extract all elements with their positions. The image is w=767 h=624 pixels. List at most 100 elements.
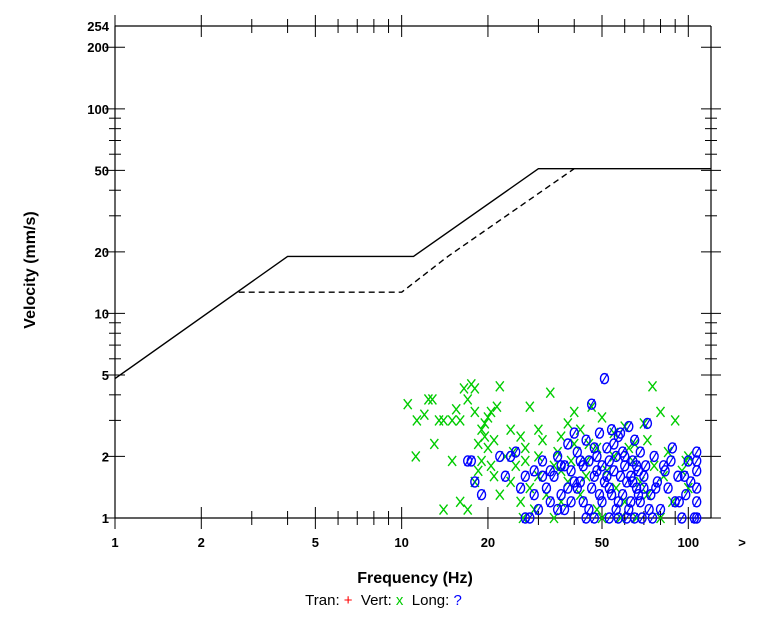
long-point-ring: [681, 488, 691, 501]
long-point-ring: [609, 465, 619, 477]
long-point: [660, 465, 670, 477]
long-point-slash: [664, 482, 672, 494]
long-point-ring: [578, 496, 588, 508]
vert-point-stroke: [438, 414, 449, 426]
long-point: [515, 482, 526, 494]
long-point: [566, 496, 576, 508]
long-point-slash: [595, 489, 604, 500]
vert-point-stroke: [533, 450, 543, 462]
vert-point-stroke: [518, 512, 528, 524]
long-point-ring: [569, 476, 579, 488]
vert-point: [518, 512, 528, 524]
long-point-ring: [575, 476, 586, 488]
long-point-ring: [646, 488, 656, 501]
long-point-slash: [538, 470, 547, 482]
vert-point: [470, 406, 480, 418]
long-point-slash: [652, 482, 660, 494]
long-point: [537, 455, 548, 467]
long-point-slash: [501, 470, 509, 482]
long-point-slash: [567, 496, 575, 508]
long-point-ring: [556, 460, 566, 472]
long-point-ring: [599, 476, 610, 488]
long-point: [545, 496, 555, 508]
long-point-ring: [692, 455, 702, 467]
long-point-ring: [652, 476, 663, 488]
long-point-slash: [693, 512, 701, 524]
long-point-ring: [604, 482, 614, 494]
vert-point: [525, 401, 535, 413]
long-point: [525, 512, 535, 524]
long-point-ring: [552, 450, 563, 463]
long-point-slash: [550, 470, 558, 482]
x-tick-label: 20: [481, 535, 495, 550]
long-point-slash: [605, 455, 613, 467]
x-tick-label: 100: [677, 535, 699, 550]
long-point-slash: [564, 482, 572, 494]
vert-point-stroke: [683, 482, 693, 494]
y-tick-label: 10: [95, 306, 109, 321]
long-point-ring: [529, 488, 539, 501]
long-point-ring: [651, 482, 661, 494]
long-point-slash: [542, 482, 550, 494]
vert-point: [495, 380, 505, 392]
long-point-ring: [673, 470, 683, 482]
long-point-ring: [615, 470, 626, 482]
long-point-slash: [633, 460, 641, 472]
long-point-slash: [682, 489, 690, 500]
vert-point: [525, 482, 535, 494]
long-point-slash: [675, 496, 683, 508]
long-point: [556, 488, 566, 501]
long-point-slash: [693, 496, 701, 508]
long-point-slash: [467, 455, 475, 467]
long-point-ring: [629, 434, 640, 446]
long-point-ring: [663, 482, 673, 494]
long-point-slash: [612, 451, 620, 462]
long-point: [592, 465, 602, 477]
long-point-slash: [674, 470, 682, 482]
long-point-slash: [478, 489, 486, 500]
long-point: [692, 446, 702, 458]
long-point-ring: [679, 470, 690, 482]
long-point-ring: [566, 465, 576, 477]
vert-point-stroke: [480, 431, 490, 443]
long-point-slash: [507, 451, 515, 462]
vert-point: [569, 406, 579, 418]
long-point-slash: [643, 418, 651, 429]
long-point-slash: [570, 476, 578, 488]
vert-point: [655, 406, 666, 418]
long-point-ring: [537, 470, 548, 482]
long-point: [624, 420, 634, 433]
vert-point: [477, 424, 487, 436]
long-point-slash: [650, 451, 658, 462]
long-point: [631, 460, 642, 472]
long-point-slash: [640, 482, 648, 494]
vert-point-stroke: [655, 512, 666, 524]
long-point: [649, 450, 659, 463]
long-point-ring: [556, 488, 566, 501]
vert-point-stroke: [592, 442, 602, 454]
long-point-ring: [545, 465, 555, 477]
long-point-ring: [692, 482, 702, 494]
long-point: [569, 427, 579, 439]
long-point: [639, 470, 649, 482]
vert-point: [459, 382, 469, 394]
vert-point-stroke: [470, 382, 480, 394]
long-point-ring: [594, 427, 605, 439]
y-tick-label: 1: [102, 511, 109, 526]
long-point: [556, 460, 566, 472]
long-point-slash: [561, 504, 569, 515]
long-point-slash: [573, 482, 581, 494]
y-tick-label: 50: [95, 163, 109, 178]
vert-point-stroke: [447, 414, 457, 426]
vert-point: [486, 460, 496, 472]
long-point-ring: [569, 427, 579, 439]
long-point-slash: [590, 512, 598, 524]
long-point-ring: [525, 512, 535, 524]
long-point: [628, 476, 638, 488]
vert-point: [463, 504, 473, 515]
long-point: [666, 455, 676, 467]
long-point: [606, 488, 617, 501]
vert-point-stroke: [477, 424, 487, 436]
vert-point-stroke: [419, 409, 429, 421]
long-point-ring: [515, 482, 526, 494]
